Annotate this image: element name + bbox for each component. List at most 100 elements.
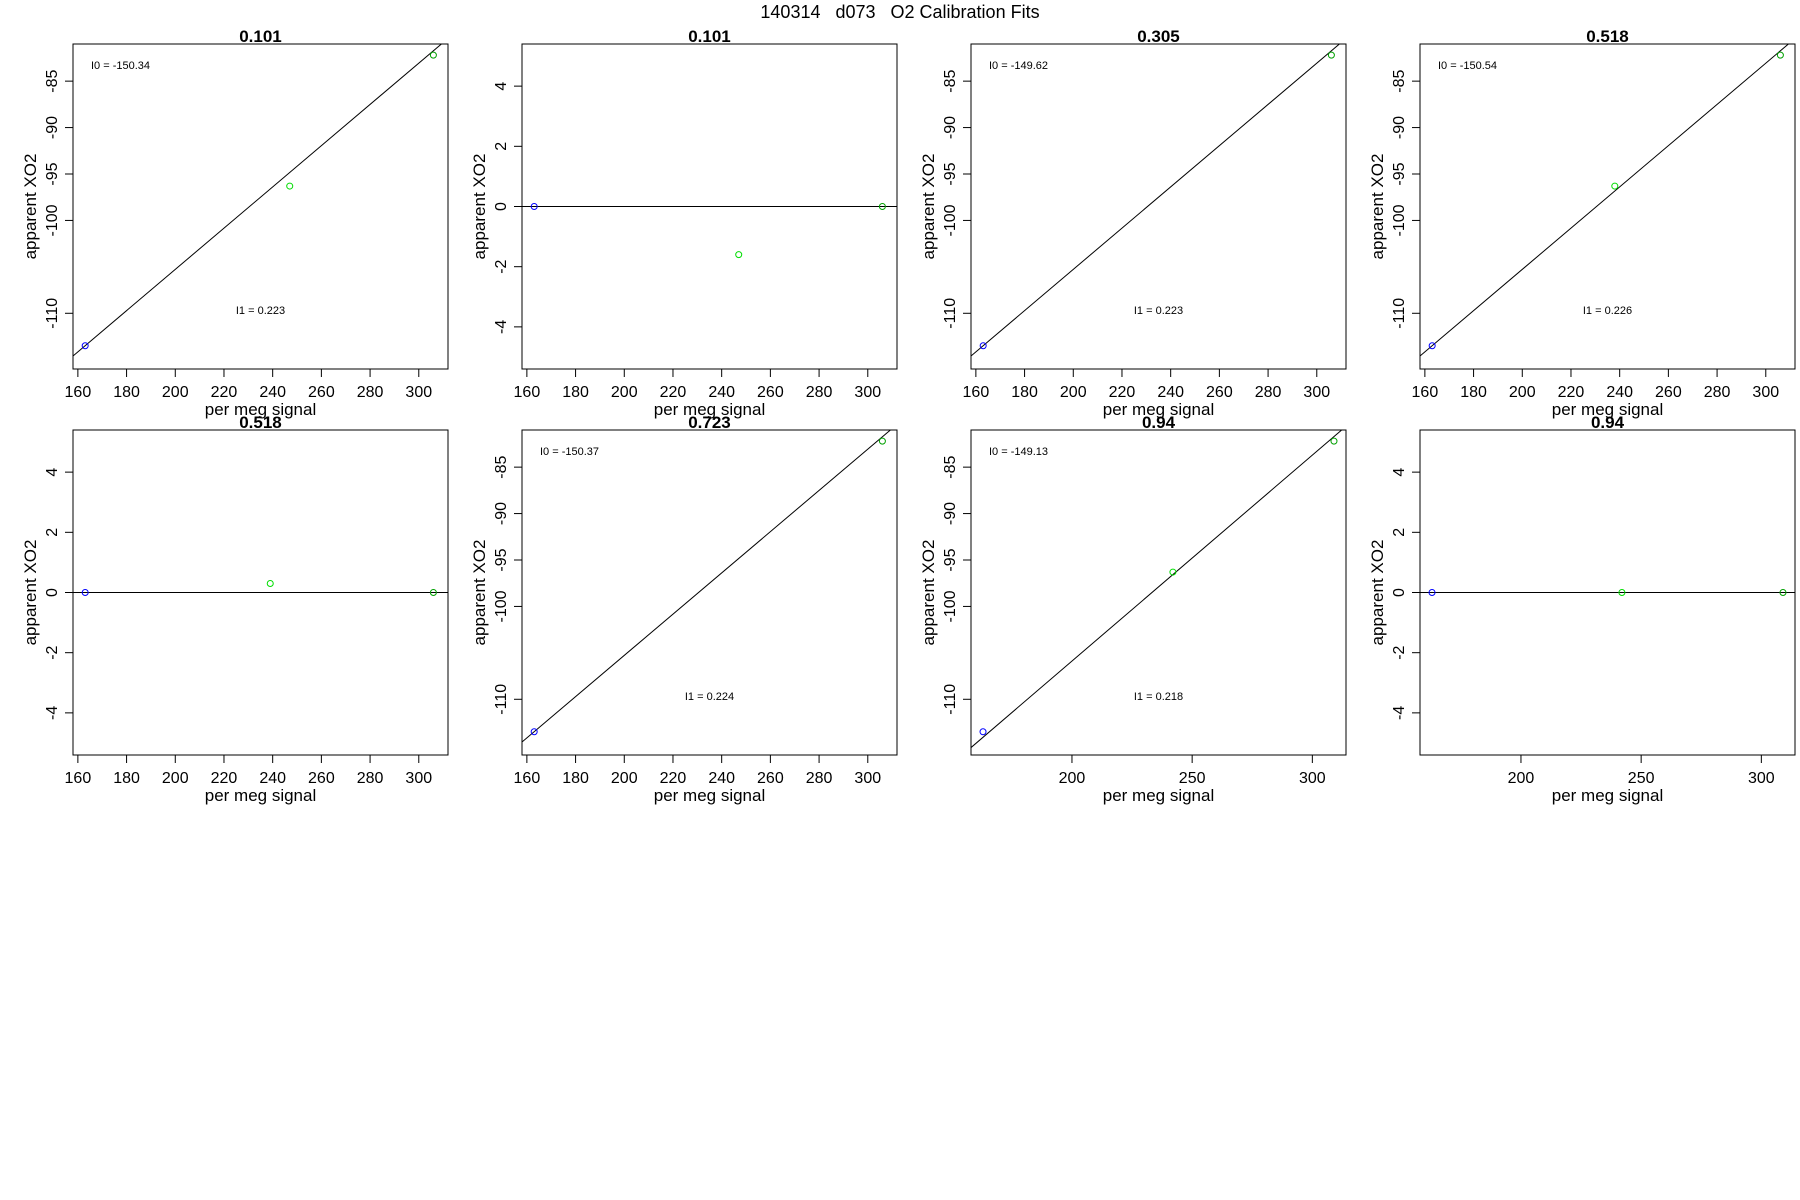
panel-title: 0.94 <box>1142 413 1176 432</box>
data-point <box>878 203 886 210</box>
x-tick-label: 280 <box>806 384 833 401</box>
y-axis-label: apparent XO2 <box>21 540 40 646</box>
data-point <box>1776 51 1784 59</box>
x-tick-label: 160 <box>65 384 92 401</box>
y-axis-label: apparent XO2 <box>470 154 489 260</box>
y-tick-label: -90 <box>1391 116 1408 139</box>
y-axis-label: apparent XO2 <box>919 540 938 646</box>
x-tick-label: 180 <box>1460 384 1487 401</box>
x-tick-label: 260 <box>757 770 784 787</box>
y-tick-label: 2 <box>1391 528 1408 537</box>
x-tick-label: 220 <box>1109 384 1136 401</box>
data-point <box>530 203 538 210</box>
x-tick-label: 180 <box>1011 384 1038 401</box>
x-tick-label: 280 <box>357 770 384 787</box>
plot-panel: 0.94 200 250 300 per meg signal -110 -100 -95 -9… <box>919 413 1347 805</box>
data-point <box>979 342 987 350</box>
intercept-annotation: I0 = -150.54 <box>1438 60 1497 72</box>
x-tick-label: 280 <box>1255 384 1282 401</box>
x-axis-label: per meg signal <box>1552 786 1664 805</box>
x-tick-label: 240 <box>1606 384 1633 401</box>
fit-line <box>971 430 1343 748</box>
data-point <box>878 437 886 445</box>
x-tick-label: 240 <box>259 770 286 787</box>
x-tick-label: 300 <box>405 384 432 401</box>
x-axis-label: per meg signal <box>1552 400 1664 419</box>
fit-line <box>1420 44 1790 357</box>
fit-line <box>73 44 443 357</box>
y-tick-label: -85 <box>1391 69 1408 92</box>
plot-panel: 0.305 160 180 200 220 240 260 280 300 per meg sig… <box>919 27 1347 419</box>
y-tick-label: -110 <box>1391 298 1408 329</box>
x-tick-label: 180 <box>562 384 589 401</box>
y-tick-label: -95 <box>942 548 959 571</box>
x-tick-label: 250 <box>1628 770 1655 787</box>
y-tick-label: -110 <box>942 684 959 715</box>
y-tick-label: -95 <box>44 162 61 185</box>
x-tick-label: 300 <box>854 384 881 401</box>
y-axis-label: apparent XO2 <box>919 154 938 260</box>
x-axis-label: per meg signal <box>654 786 766 805</box>
intercept-annotation: I0 = -149.13 <box>989 446 1048 458</box>
x-tick-label: 160 <box>514 770 541 787</box>
x-tick-label: 260 <box>1655 384 1682 401</box>
y-tick-label: 0 <box>493 202 510 211</box>
x-tick-label: 160 <box>963 384 990 401</box>
y-tick-label: -4 <box>44 706 61 720</box>
data-point <box>1428 589 1436 596</box>
fit-line <box>522 430 892 743</box>
slope-annotation: I1 = 0.223 <box>236 305 285 317</box>
data-point <box>1611 182 1619 190</box>
x-tick-label: 300 <box>1299 770 1326 787</box>
y-tick-label: 4 <box>1391 468 1408 477</box>
x-tick-label: 300 <box>405 770 432 787</box>
data-point <box>979 728 987 736</box>
x-axis-label: per meg signal <box>1103 400 1215 419</box>
x-tick-label: 220 <box>211 770 238 787</box>
x-tick-label: 260 <box>1206 384 1233 401</box>
slope-annotation: I1 = 0.224 <box>685 691 734 703</box>
y-tick-label: -100 <box>1391 204 1408 236</box>
x-tick-label: 300 <box>854 770 881 787</box>
x-tick-label: 200 <box>1059 770 1086 787</box>
slope-annotation: I1 = 0.218 <box>1134 691 1183 703</box>
data-point <box>1428 342 1436 350</box>
data-point <box>1779 589 1787 596</box>
x-tick-label: 280 <box>806 770 833 787</box>
x-tick-label: 200 <box>611 384 638 401</box>
x-tick-label: 280 <box>357 384 384 401</box>
y-tick-label: 4 <box>44 468 61 477</box>
data-point <box>1169 568 1177 576</box>
data-point <box>1330 437 1338 445</box>
x-tick-label: 250 <box>1179 770 1206 787</box>
y-tick-label: -2 <box>1391 645 1408 659</box>
y-tick-label: -110 <box>493 684 510 715</box>
plot-panel: 0.94 200 250 300 per meg signal -4 -2 0 2 4 appare… <box>1368 413 1796 805</box>
data-point <box>81 589 89 596</box>
figure-title: 140314 d073 O2 Calibration Fits <box>760 2 1040 22</box>
intercept-annotation: I0 = -150.37 <box>540 446 599 458</box>
y-tick-label: -95 <box>493 548 510 571</box>
data-point <box>1618 589 1626 596</box>
panel-title: 0.94 <box>1591 413 1625 432</box>
slope-annotation: I1 = 0.223 <box>1134 305 1183 317</box>
intercept-annotation: I0 = -149.62 <box>989 60 1048 72</box>
y-tick-label: -90 <box>942 116 959 139</box>
slope-annotation: I1 = 0.226 <box>1583 305 1632 317</box>
y-tick-label: -95 <box>1391 162 1408 185</box>
x-tick-label: 220 <box>211 384 238 401</box>
plot-frame <box>970 429 1347 756</box>
panel-title: 0.518 <box>1586 27 1629 46</box>
data-point <box>429 51 437 59</box>
x-tick-label: 200 <box>1060 384 1087 401</box>
y-tick-label: -85 <box>942 455 959 478</box>
y-tick-label: -100 <box>44 204 61 236</box>
y-tick-label: -90 <box>493 502 510 525</box>
y-tick-label: 4 <box>493 82 510 91</box>
panel-title: 0.305 <box>1137 27 1180 46</box>
y-tick-label: -4 <box>1391 706 1408 720</box>
data-point <box>530 728 538 736</box>
